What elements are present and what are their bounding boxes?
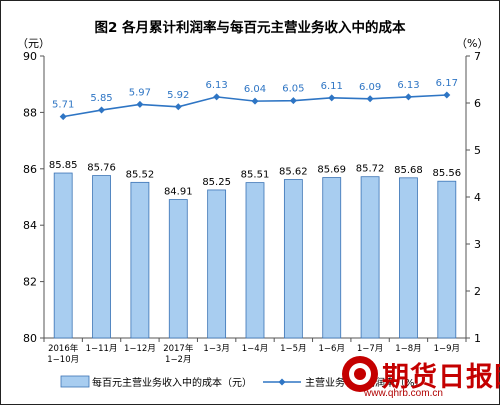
bar: [53, 172, 73, 339]
bar: [322, 177, 342, 339]
x-tick-label: 1−6月: [319, 344, 345, 354]
left-tick-label: 82: [23, 276, 37, 289]
right-tick-label: 7: [474, 50, 481, 63]
line-point: [213, 93, 221, 101]
right-tick-label: 2: [474, 285, 481, 298]
x-tick-label: 1−3月: [203, 344, 229, 354]
line-data-label: 6.05: [282, 84, 304, 95]
x-tick-label: 1−5月: [280, 344, 306, 354]
line-data-label: 6.11: [321, 81, 343, 92]
bar-data-label: 85.76: [87, 163, 116, 174]
legend-line-marker: [278, 378, 286, 386]
line-data-label: 5.97: [129, 87, 151, 98]
x-tick-label: 1−7月: [357, 344, 383, 354]
bar-data-label: 85.62: [279, 167, 308, 178]
line-data-label: 5.85: [90, 93, 112, 104]
x-tick-label: 1−9月: [434, 344, 460, 354]
x-tick-label: 1−8月: [395, 344, 421, 354]
right-tick-label: 4: [474, 191, 481, 204]
line-point: [404, 93, 412, 101]
bar-data-label: 85.72: [356, 164, 385, 175]
watermark-site: www.qhrb.com.cn: [364, 388, 443, 399]
watermark-logo-icon: [342, 356, 378, 392]
bar-data-label: 85.51: [241, 170, 270, 181]
line-point: [59, 113, 67, 121]
line-point: [174, 103, 182, 111]
bar: [168, 199, 188, 339]
line-data-label: 6.13: [397, 80, 419, 91]
bar-data-label: 85.56: [432, 168, 461, 179]
line-point: [136, 100, 144, 108]
x-tick-label: 1−11月: [86, 344, 118, 354]
bar: [92, 175, 111, 339]
line-data-label: 6.09: [359, 82, 381, 93]
left-axis-unit: （元）: [17, 37, 50, 50]
x-tick-label: 1−10月: [47, 355, 79, 365]
line-data-label: 6.17: [436, 78, 458, 89]
bar-data-label: 85.69: [317, 165, 346, 176]
right-tick-label: 1: [474, 332, 481, 345]
bar: [360, 176, 380, 339]
bar: [283, 179, 303, 339]
right-tick-label: 6: [474, 97, 481, 110]
bar: [399, 177, 418, 339]
bar-data-label: 85.85: [49, 160, 78, 171]
bar-data-label: 85.25: [202, 177, 231, 188]
watermark: 期货日报网 www.qhrb.com.cn: [338, 352, 500, 402]
watermark-name: 期货日报网: [382, 362, 500, 393]
right-tick-label: 3: [474, 238, 481, 251]
bar-data-label: 85.68: [394, 165, 423, 176]
line-point: [289, 97, 297, 105]
bar: [207, 189, 227, 339]
bar: [437, 180, 457, 339]
bar-data-label: 85.52: [126, 169, 155, 180]
right-tick-label: 5: [474, 144, 481, 157]
left-tick-label: 90: [23, 50, 37, 63]
line-point: [328, 94, 336, 102]
left-tick-label: 86: [23, 163, 37, 176]
bar-data-label: 84.91: [164, 187, 193, 198]
x-tick-label: 1−4月: [242, 344, 268, 354]
line-data-label: 5.71: [52, 100, 74, 111]
x-tick-label: 2017年: [163, 343, 194, 354]
bar: [245, 182, 265, 339]
chart-title: 图2 各月累计利润率与每百元主营业务收入中的成本: [94, 19, 406, 36]
line-point: [443, 91, 451, 99]
line-point: [98, 106, 106, 114]
line-point: [251, 97, 259, 105]
left-tick-label: 80: [23, 332, 37, 345]
left-tick-label: 84: [23, 219, 37, 232]
legend-bar-label: 每百元主营业务收入中的成本（元）: [92, 376, 252, 389]
legend-bar-swatch: [60, 375, 90, 388]
x-tick-label: 1−2月: [165, 355, 191, 365]
left-tick-label: 88: [23, 106, 37, 119]
line-data-label: 6.04: [244, 84, 266, 95]
bar: [130, 181, 150, 339]
line-point: [366, 95, 374, 103]
x-tick-label: 2016年: [48, 343, 79, 354]
line-data-label: 6.13: [206, 80, 228, 91]
line-data-label: 5.92: [167, 90, 189, 101]
x-tick-label: 1−12月: [124, 344, 156, 354]
right-axis-unit: （%）: [456, 37, 488, 50]
